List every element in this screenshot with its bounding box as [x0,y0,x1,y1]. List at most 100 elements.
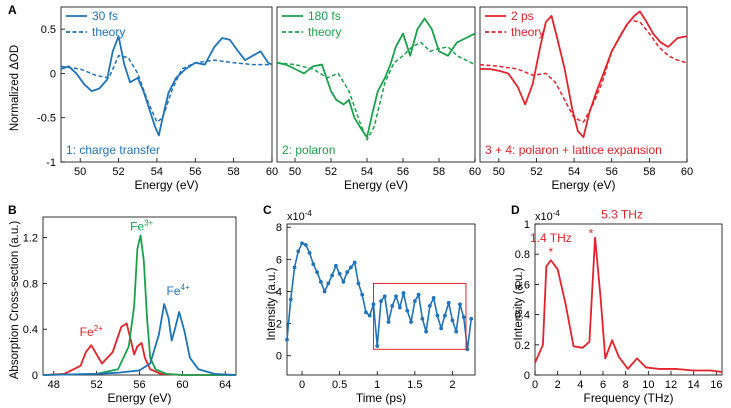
data-point [375,344,380,348]
spectrum-line [534,236,723,373]
x-tick-label: 56 [189,166,201,178]
data-point [337,271,342,276]
data-point [349,265,353,270]
legend-label: theory [511,25,544,39]
x-tick-label: 48 [48,379,60,391]
ion-charge-superscript: 4+ [181,283,190,292]
data-point [443,313,447,318]
y-tick-label: 0 [276,351,282,363]
x-tick-label: 64 [219,379,231,391]
ion-label: Fe2+ [80,324,103,339]
plot-frame [479,6,688,163]
data-point [288,297,293,302]
x-tick-label: 54 [361,166,373,178]
data-point [326,281,331,286]
panel-annotation: 3 + 4: polaron + lattice expansion [485,143,662,157]
plot-frame [60,6,273,163]
panel-annotation: 2: polaron [282,143,335,157]
x-tick-label: 50 [289,166,301,178]
data-point [401,291,406,295]
data-point [461,315,466,320]
data-point [450,318,455,323]
x-tick-label: 52 [325,166,337,178]
y-tick-label: 0.8 [23,278,38,290]
series-group [480,10,687,139]
x-tick-label: 54 [568,166,580,178]
data-point [435,313,440,318]
axis-multiplier-exponent: -4 [553,209,561,218]
data-line [480,10,687,139]
legend-label: theory [92,25,125,39]
ion-charge-superscript: 2+ [94,324,103,333]
data-point [333,263,338,268]
panel-c: 0 0.5 1 1.5 2 0 2 4 6 8 Time (ps) Intensity (a.u.) C… [263,203,476,405]
data-point [454,329,459,334]
data-point [364,310,368,315]
plot-frame [276,6,476,163]
y-tick-label: 0.8 [515,249,530,261]
data-point [285,337,289,342]
data-point [416,292,421,297]
y-axis-label: Normalized ΔOD [9,45,21,131]
x-tick-label: 50 [493,166,505,178]
y-axis-label: Intensity (a.u.) [513,267,525,340]
plot-frame [286,223,476,376]
y-tick-label: -0.5 [37,113,56,125]
data-point [367,313,372,318]
data-point [409,320,413,324]
x-tick-label: 2 [449,379,455,391]
y-tick-label: 1 [524,219,530,231]
x-tick-label: 56 [397,166,409,178]
data-point [424,329,429,334]
data-point [405,308,410,313]
legend-label: 2 ps [511,9,534,23]
peak-marker: * [549,245,554,259]
x-tick-label: 52 [112,166,124,178]
data-point [465,347,470,352]
data-point [330,273,335,278]
y-axis-label: Intensity (a.u.) [266,267,278,340]
data-point [390,304,395,308]
data-point [352,260,357,265]
x-axis-label: Energy (eV) [344,178,408,192]
axis-multiplier: x10-4 [287,209,312,223]
peak-label: 1.4 THz [530,231,572,245]
data-point [469,316,474,321]
panel-letter: D [511,203,520,217]
x-tick-label: 60 [681,166,693,178]
series-group [61,35,272,137]
data-point [311,262,316,267]
data-point [292,265,297,270]
x-tick-label: 60 [176,379,188,391]
x-tick-label: 1 [374,379,380,391]
panel-letter: A [8,3,17,17]
y-tick-label: 0.4 [515,310,530,322]
theory-line [61,54,272,123]
plot-frame [534,223,723,376]
x-tick-label: 12 [665,379,677,391]
series-group [277,17,475,141]
panel-a-left: 50 52 54 56 58 60 0.5 0 -0.5 -1 Energy (eV) Normali… [8,3,278,192]
data-point [303,242,308,247]
x-tick-label: 0.5 [332,379,347,391]
y-tick-label: 0.4 [23,324,38,336]
data-point [345,270,350,275]
panel-letter: C [263,203,272,217]
data-point [394,294,398,299]
y-tick-label: 0.5 [41,24,56,36]
x-tick-label: 16 [710,379,722,391]
x-axis-label: Energy (eV) [107,391,171,405]
x-tick-label: 58 [228,166,240,178]
x-tick-label: 4 [577,379,583,391]
ion-charge-superscript: 3+ [144,219,153,228]
x-tick-label: 60 [266,166,278,178]
x-axis-label: Energy (eV) [134,178,198,192]
x-tick-label: 14 [688,379,700,391]
x-tick-label: 6 [600,379,606,391]
data-point [356,281,361,286]
y-axis-label: Absorption Cross-section (a.u.) [9,221,21,380]
x-tick-label: 1.5 [407,379,422,391]
data-point [412,299,417,304]
x-tick-label: 52 [90,379,102,391]
